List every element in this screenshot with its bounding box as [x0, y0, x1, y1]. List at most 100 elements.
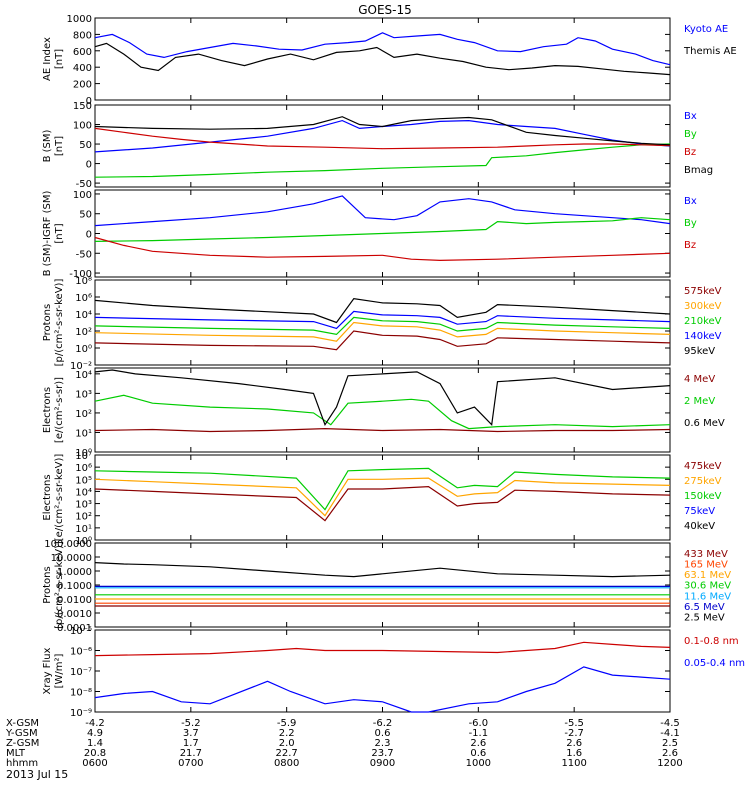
- footer-value: 2.5: [662, 738, 678, 749]
- legend-entry: 75keV: [684, 506, 715, 517]
- footer-value: 20.8: [84, 748, 106, 759]
- panel-3: 10⁻² 10⁰ 10² 10⁴ 10⁶ 10⁸ Protons [p/(cm²-s-sr-k…: [42, 276, 722, 372]
- y-tick-label: 10⁵: [75, 475, 92, 486]
- footer-value: 1.6: [566, 748, 582, 759]
- y-tick-label: 50: [79, 140, 92, 151]
- footer-value: 0.6: [470, 748, 486, 759]
- y-tick-label: 0: [86, 96, 92, 107]
- legend-entry: 95keV: [684, 346, 715, 357]
- y-axis-label: Electrons: [42, 474, 53, 520]
- panel-7: 10⁻⁹ 10⁻⁸ 10⁻⁷ 10⁻⁶ 10⁻⁵ Xray Flux [W/m²] 0.1-0…: [42, 626, 745, 719]
- y-tick-label: 10⁰: [75, 536, 92, 547]
- y-axis-label: [nT]: [54, 223, 65, 243]
- footer-value: 2.6: [662, 748, 678, 759]
- y-tick-label: 10⁴: [75, 487, 92, 498]
- legend-entry: 6.5 MeV: [684, 602, 725, 613]
- footer-value: 0800: [274, 758, 299, 769]
- series-line-140keV: [94, 310, 671, 330]
- y-axis-label: [p/(cm²-s-sr-keV)]: [54, 541, 65, 629]
- series-line-95keV: [94, 298, 671, 324]
- footer-value: -4.2: [85, 718, 105, 729]
- footer-value: -4.5: [660, 718, 680, 729]
- legend-entry: Kyoto AE: [684, 24, 728, 35]
- y-tick-label: 10⁻⁶: [70, 647, 92, 658]
- legend-entry: 63.1 MeV: [684, 570, 731, 581]
- y-tick-label: 0: [86, 160, 92, 171]
- y-tick-label: 10¹: [75, 428, 92, 439]
- y-tick-label: 10¹: [75, 524, 92, 535]
- legend-entry: 165 MeV: [684, 560, 728, 571]
- y-tick-label: -100: [69, 269, 92, 280]
- legend-entry: 0.1-0.8 nm: [684, 636, 739, 647]
- orbit-footer: X-GSM -4.2 -5.2 -5.9 -6.2 -6.0 -5.5 -4.5 Y-GSM 4.…: [5, 718, 683, 769]
- series-line-Bx: [94, 119, 671, 153]
- y-tick-label: 400: [73, 63, 92, 74]
- panel-1: -50 0 50 100 150 B (SM) [nT] Bx By Bz Bmag: [42, 101, 713, 190]
- y-tick-label: 1000: [67, 14, 92, 25]
- footer-value: 1.4: [87, 738, 103, 749]
- y-tick-label: 0.0100: [57, 595, 92, 606]
- panel-frame: [94, 454, 671, 541]
- y-tick-label: 10⁷: [75, 451, 92, 462]
- legend-entry: 40keV: [684, 521, 715, 532]
- legend-entry: 150keV: [684, 491, 722, 502]
- y-axis-label: [nT]: [54, 136, 65, 156]
- y-tick-label: 0.0010: [57, 609, 92, 620]
- legend-entry: 0.05-0.4 nm: [684, 658, 745, 669]
- legend-entry: Bx: [684, 196, 697, 207]
- y-tick-label: 10²: [75, 409, 92, 420]
- panel-frame: [94, 279, 671, 366]
- y-tick-label: 100: [73, 190, 92, 201]
- footer-value: 0700: [178, 758, 203, 769]
- legend-entry: 0.6 MeV: [684, 418, 725, 429]
- y-tick-label: 100.0000: [44, 539, 92, 550]
- y-tick-label: 10⁰: [75, 448, 92, 459]
- legend-entry: 300keV: [684, 301, 722, 312]
- y-tick-label: 600: [73, 47, 92, 58]
- footer-row-label: hhmm: [6, 758, 38, 769]
- legend-entry: 140keV: [684, 331, 722, 342]
- series-line-475keV: [94, 485, 671, 522]
- y-tick-label: 10⁴: [75, 310, 92, 321]
- y-axis-label: [e/(cm²-s-sr)]: [54, 377, 65, 443]
- footer-value: 21.7: [180, 748, 202, 759]
- panel-6: 0.0001 0.0010 0.0100 0.1000 1.0000 10.0000 100…: [42, 539, 731, 634]
- footer-row-label: Z-GSM: [6, 738, 39, 749]
- footer-value: -6.2: [373, 718, 393, 729]
- series-line-275keV: [94, 477, 671, 517]
- legend-entry: 210keV: [684, 316, 722, 327]
- y-axis-label: [nT]: [54, 49, 65, 69]
- legend-entry: 2.5 MeV: [684, 612, 725, 623]
- y-tick-label: 0: [86, 230, 92, 241]
- footer-value: 23.7: [371, 748, 393, 759]
- legend-entry: Bz: [684, 240, 696, 251]
- footer-value: -4.1: [660, 728, 680, 739]
- panel-frame: [94, 104, 671, 188]
- footer-value: 0.6: [375, 728, 391, 739]
- footer-value: 2.6: [566, 738, 582, 749]
- y-axis-label: [W/m²]: [54, 653, 65, 688]
- y-axis-label: [p/(cm²-s-sr-keV)]: [54, 279, 65, 367]
- y-tick-label: -50: [76, 249, 92, 260]
- y-tick-label: 10⁶: [75, 293, 92, 304]
- series-line-575keV: [94, 330, 671, 351]
- footer-row-label: MLT: [6, 748, 26, 759]
- y-tick-label: 10³: [75, 389, 92, 400]
- y-tick-label: 200: [73, 80, 92, 91]
- series-line-Themis-AE: [94, 42, 671, 76]
- legend-entry: Bmag: [684, 165, 713, 176]
- footer-value: -2.7: [564, 728, 584, 739]
- panel-4: 10⁰ 10¹ 10² 10³ 10⁴ Electrons [e/(cm²-s-sr)] 4 …: [42, 367, 725, 459]
- series-line-Bz: [94, 236, 671, 262]
- y-tick-label: -50: [76, 179, 92, 190]
- series-line-300keV: [94, 321, 671, 342]
- footer-value: 2.2: [279, 728, 295, 739]
- legend-entry: 475keV: [684, 461, 722, 472]
- series-line-Bz: [94, 127, 671, 150]
- legend-entry: 433 MeV: [684, 549, 728, 560]
- series-line-210keV: [94, 316, 671, 336]
- series-line-By: [94, 217, 671, 242]
- series-line-2-MeV: [94, 394, 671, 430]
- series-line-2.5-MeV: [94, 562, 671, 578]
- y-tick-label: 10⁻⁵: [70, 626, 92, 637]
